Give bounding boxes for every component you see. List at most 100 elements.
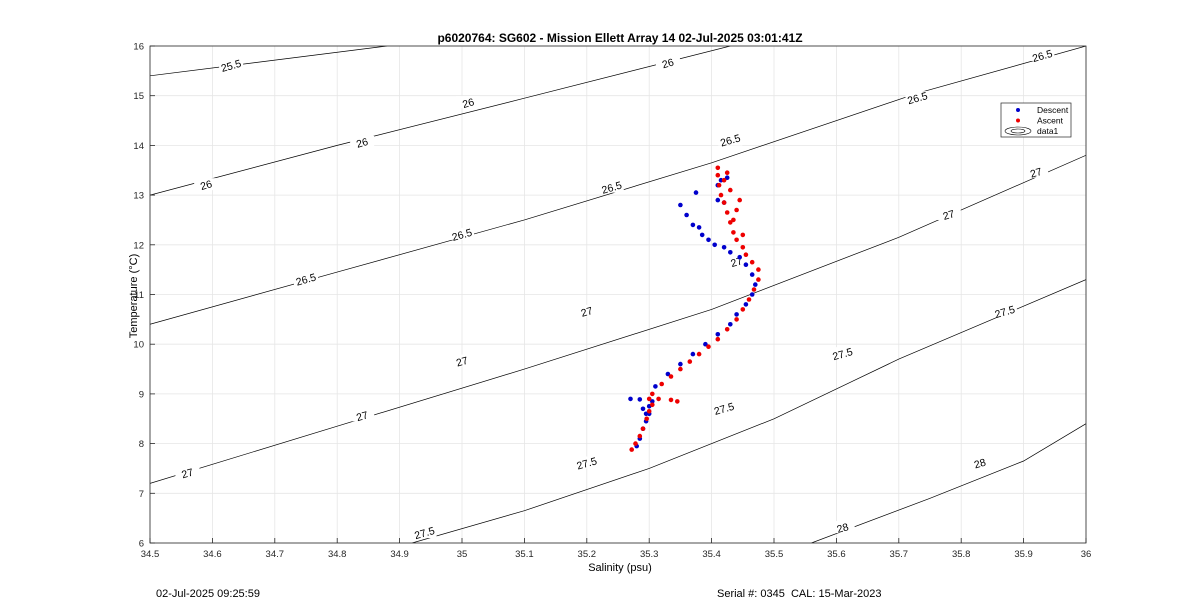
ascent-point	[715, 165, 721, 171]
ascent-point	[640, 426, 646, 432]
ascent-point	[743, 252, 749, 257]
y-tick-label: 8	[139, 439, 144, 450]
contour-label-bg	[655, 56, 680, 69]
x-tick-label: 35.7	[890, 549, 909, 560]
legend-label-descent: Descent	[1037, 105, 1069, 115]
y-tick-label: 9	[139, 389, 144, 400]
x-tick-label: 35	[457, 549, 468, 560]
contour-label-bg	[574, 304, 599, 317]
descent-point	[715, 332, 721, 337]
ascent-point	[749, 259, 755, 265]
contour-label-bg	[905, 91, 930, 104]
ascent-point	[668, 397, 674, 403]
x-tick-label: 35.3	[640, 549, 659, 560]
ascent-point	[718, 192, 724, 198]
descent-point	[706, 237, 711, 243]
contour-label-26: 26	[661, 56, 676, 71]
contour-label-bg	[350, 135, 375, 148]
x-tick-label: 35.9	[1014, 549, 1033, 560]
descent-point	[737, 254, 742, 260]
descent-point	[715, 197, 721, 203]
contour-label-bg	[724, 255, 749, 268]
descent-point	[678, 361, 683, 367]
ascent-point	[731, 230, 736, 235]
contour-label-bg	[936, 207, 961, 220]
descent-point	[753, 282, 758, 287]
ascent-point	[646, 396, 652, 402]
descent-point	[743, 262, 749, 268]
contour-label-bg	[350, 409, 375, 422]
ascent-point	[687, 359, 693, 364]
contour-line-27.5	[412, 279, 1086, 543]
contour-label-27.5: 27.5	[413, 525, 436, 542]
contour-label-bg	[830, 521, 855, 534]
legend-box	[1000, 102, 1072, 138]
contour-label-bg	[219, 58, 244, 71]
ascent-point	[728, 220, 733, 225]
contour-label-26.5: 26.5	[451, 227, 474, 244]
x-tick-label: 34.5	[141, 549, 160, 560]
ascent-point	[756, 277, 761, 282]
descent-point	[628, 396, 633, 402]
y-tick-label: 13	[133, 191, 144, 202]
contour-label-bg	[599, 180, 624, 193]
contour-label-26: 26	[461, 96, 476, 111]
y-axis-label: Temperature (°C)	[128, 254, 140, 338]
legend-marker-ascent	[1016, 118, 1020, 123]
ascent-point	[659, 381, 664, 387]
x-tick-label: 35.1	[515, 549, 534, 560]
ascent-point	[734, 317, 739, 322]
contour-label-27.5: 27.5	[713, 401, 736, 418]
footer-serial-cal: Serial #: 0345 CAL: 15-Mar-2023	[717, 588, 882, 600]
ascent-point	[746, 297, 752, 302]
contour-label-bg	[830, 347, 855, 360]
y-tick-label: 11	[134, 290, 144, 301]
contour-label-bg	[967, 456, 992, 469]
descent-point	[749, 272, 755, 277]
x-tick-label: 34.8	[328, 549, 347, 560]
contour-label-bg	[412, 526, 437, 539]
ascent-point	[650, 402, 655, 408]
ascent-point	[633, 441, 638, 446]
ascent-point	[678, 366, 683, 372]
x-tick-label: 35.2	[578, 549, 597, 560]
descent-point	[749, 292, 755, 297]
contour-label-bg	[456, 96, 481, 109]
descent-point	[721, 245, 727, 250]
data-points	[628, 165, 761, 452]
contour-label-bg	[450, 354, 474, 367]
descent-point	[690, 351, 696, 357]
ascent-point	[751, 287, 757, 292]
contour-label-bg	[992, 304, 1017, 317]
ascent-point	[740, 245, 746, 250]
ascent-point	[696, 351, 702, 357]
contour-label-bg	[574, 456, 599, 469]
contour-label-bg	[450, 227, 474, 240]
ascent-point	[715, 172, 721, 178]
ascent-point	[724, 327, 730, 332]
x-tick-label: 34.6	[203, 549, 222, 560]
descent-point	[703, 341, 708, 347]
descent-point	[650, 399, 655, 404]
contour-label-26.5: 26.5	[1031, 48, 1054, 65]
contour-label-bg	[712, 401, 737, 414]
x-tick-label: 36	[1081, 549, 1092, 560]
contour-label-bg	[194, 178, 219, 191]
contour-label-27: 27	[942, 208, 957, 223]
y-tick-label: 6	[139, 539, 144, 550]
contour-label-26.5: 26.5	[906, 90, 929, 107]
contour-label-bg	[1024, 165, 1049, 178]
contour-label-27: 27	[1029, 166, 1044, 181]
x-axis-label: Salinity (psu)	[588, 562, 652, 574]
contour-line-26	[150, 46, 731, 196]
contour-label-28: 28	[973, 457, 988, 472]
contour-label-27: 27	[580, 305, 595, 320]
x-axis-ticks: 34.5 34.6 34.7 34.8 34.9 35 35.1 35.2 35.3 35.4 35…	[141, 538, 1092, 560]
descent-point	[653, 384, 658, 389]
x-tick-label: 35.5	[765, 549, 784, 560]
ascent-point	[740, 307, 746, 312]
descent-point	[712, 242, 717, 248]
legend-marker-descent	[1016, 108, 1020, 112]
legend-contour-icon	[1004, 126, 1032, 136]
